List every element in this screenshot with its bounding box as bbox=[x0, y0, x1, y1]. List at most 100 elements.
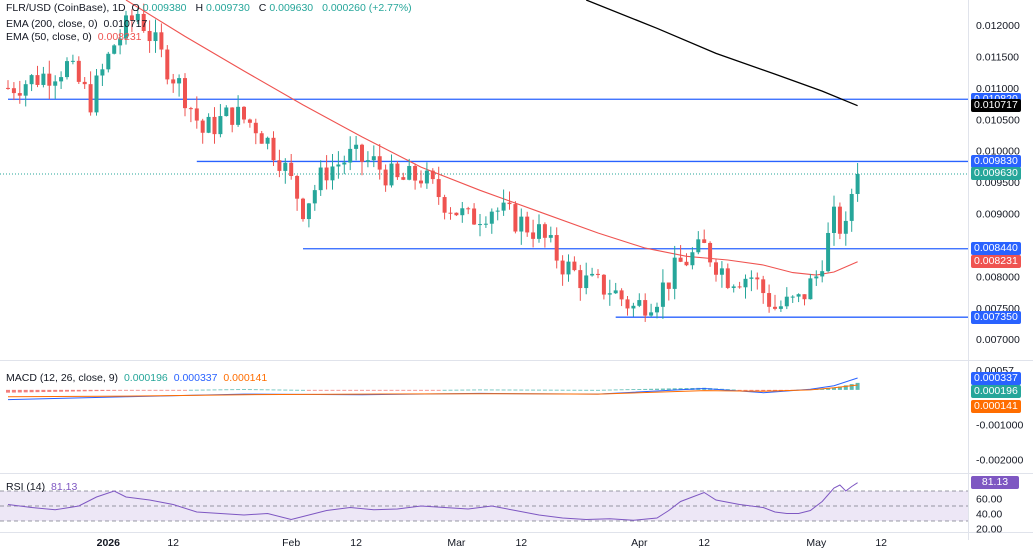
candle-body bbox=[17, 93, 22, 96]
macd-histogram-bar bbox=[531, 389, 536, 391]
candle-body bbox=[483, 223, 488, 225]
macd-histogram-bar bbox=[35, 389, 40, 393]
candle-body bbox=[413, 166, 418, 181]
price-tick-label: 0.012000 bbox=[976, 20, 1020, 32]
macd-histogram-bar bbox=[312, 389, 317, 391]
macd-histogram-bar bbox=[761, 389, 766, 392]
macd-histogram-bar bbox=[737, 389, 742, 391]
ema-50-path bbox=[125, 0, 858, 276]
candle-body bbox=[253, 122, 258, 134]
candle-body bbox=[631, 305, 636, 309]
macd-histogram-bar bbox=[88, 389, 93, 392]
macd-histogram-bar bbox=[584, 389, 589, 391]
macd-legend: MACD (12, 26, close, 9) 0.000196 0.00033… bbox=[6, 372, 268, 384]
candle-body bbox=[678, 257, 683, 262]
close-label: C 0.009630 bbox=[258, 2, 314, 14]
candle-body bbox=[601, 274, 606, 295]
time-axis-label: 12 bbox=[698, 537, 710, 549]
candle-body bbox=[188, 108, 193, 110]
price-tick-label: 0.008000 bbox=[976, 271, 1020, 283]
macd-histogram-bar bbox=[607, 389, 612, 391]
candle-body bbox=[306, 203, 311, 220]
macd-histogram-bar bbox=[548, 389, 553, 391]
candle-body bbox=[218, 116, 223, 135]
price-tick-label: 0.011000 bbox=[976, 83, 1019, 95]
candle-body bbox=[289, 162, 294, 177]
macd-histogram-bar bbox=[554, 389, 559, 391]
candle-body bbox=[773, 306, 777, 309]
candle-body bbox=[472, 208, 477, 225]
macd-histogram-bar bbox=[218, 389, 223, 391]
candle-body bbox=[584, 275, 589, 289]
signal-line bbox=[7, 384, 858, 398]
time-axis-label: Apr bbox=[631, 537, 648, 549]
macd-histogram-bar bbox=[525, 389, 530, 391]
macd-histogram-bar bbox=[666, 388, 671, 390]
price-tag-level: 0.008440 bbox=[971, 242, 1021, 256]
macd-histogram-bar bbox=[442, 389, 447, 391]
candle-body bbox=[820, 271, 825, 277]
candle-body bbox=[725, 268, 730, 288]
candle-body bbox=[590, 273, 595, 276]
candle-body bbox=[643, 300, 648, 316]
candle-body bbox=[690, 252, 695, 266]
candle-body bbox=[124, 15, 128, 39]
candle-body bbox=[41, 73, 46, 85]
macd-histogram-bar bbox=[11, 389, 16, 393]
macd-histogram-bar bbox=[230, 389, 235, 391]
macd-histogram-bar bbox=[253, 389, 258, 391]
candle-body bbox=[619, 290, 624, 300]
candle-body bbox=[419, 180, 423, 184]
candle-body bbox=[6, 87, 10, 89]
candle-body bbox=[112, 45, 117, 54]
candle-body bbox=[761, 279, 766, 294]
macd-histogram-bar bbox=[655, 388, 659, 390]
candle-body bbox=[572, 261, 577, 271]
time-axis-label: 2026 bbox=[97, 537, 121, 549]
candle-body bbox=[767, 293, 772, 307]
candle-body bbox=[29, 75, 34, 85]
candle-body bbox=[537, 224, 541, 239]
macd-histogram-bar bbox=[135, 389, 140, 391]
macd-histogram-bar bbox=[383, 389, 388, 391]
candle-body bbox=[548, 235, 553, 238]
candle-body bbox=[177, 78, 182, 84]
macd-histogram-bar bbox=[489, 389, 494, 391]
macd-histogram-bar bbox=[306, 389, 311, 391]
candle-body bbox=[94, 75, 99, 113]
macd-histogram-bar bbox=[749, 389, 754, 391]
candle-body bbox=[708, 242, 713, 263]
axes: 0.012000 0.011500 0.011000 0.010500 0.010000… bbox=[97, 20, 1024, 549]
candle-body bbox=[11, 88, 16, 94]
macd-histogram-bar bbox=[566, 389, 571, 391]
macd-histogram-bar bbox=[843, 385, 848, 390]
candle-body bbox=[749, 277, 754, 279]
macd-histogram-bar bbox=[283, 389, 288, 391]
candle-body bbox=[147, 30, 152, 42]
candle-body bbox=[141, 13, 146, 31]
candle-body bbox=[454, 212, 459, 216]
candle-body bbox=[672, 257, 677, 289]
candle-body bbox=[784, 296, 789, 307]
macd-histogram-bar bbox=[613, 389, 618, 391]
candle-body bbox=[802, 294, 807, 300]
candle-body bbox=[796, 294, 801, 297]
macd-histogram-bar bbox=[236, 389, 241, 391]
ema50-legend: EMA (50, close, 0) 0.008231 bbox=[6, 31, 142, 43]
macd-histogram-bar bbox=[118, 389, 123, 391]
candle-body bbox=[525, 216, 530, 233]
macd-histogram-bar bbox=[826, 388, 831, 390]
candle-body bbox=[478, 224, 482, 226]
candle-body bbox=[200, 120, 205, 133]
macd-histogram-bar bbox=[354, 389, 359, 391]
candle-body bbox=[295, 176, 300, 199]
macd-histogram-bar bbox=[725, 389, 730, 390]
macd-histogram-bar bbox=[395, 389, 400, 391]
macd-histogram-bar bbox=[289, 389, 294, 391]
macd-histogram-bar bbox=[560, 389, 565, 391]
macd-histogram-bar bbox=[295, 389, 300, 391]
macd-histogram-bar bbox=[755, 389, 760, 391]
candle-body bbox=[613, 290, 618, 294]
candle-body bbox=[354, 144, 359, 149]
